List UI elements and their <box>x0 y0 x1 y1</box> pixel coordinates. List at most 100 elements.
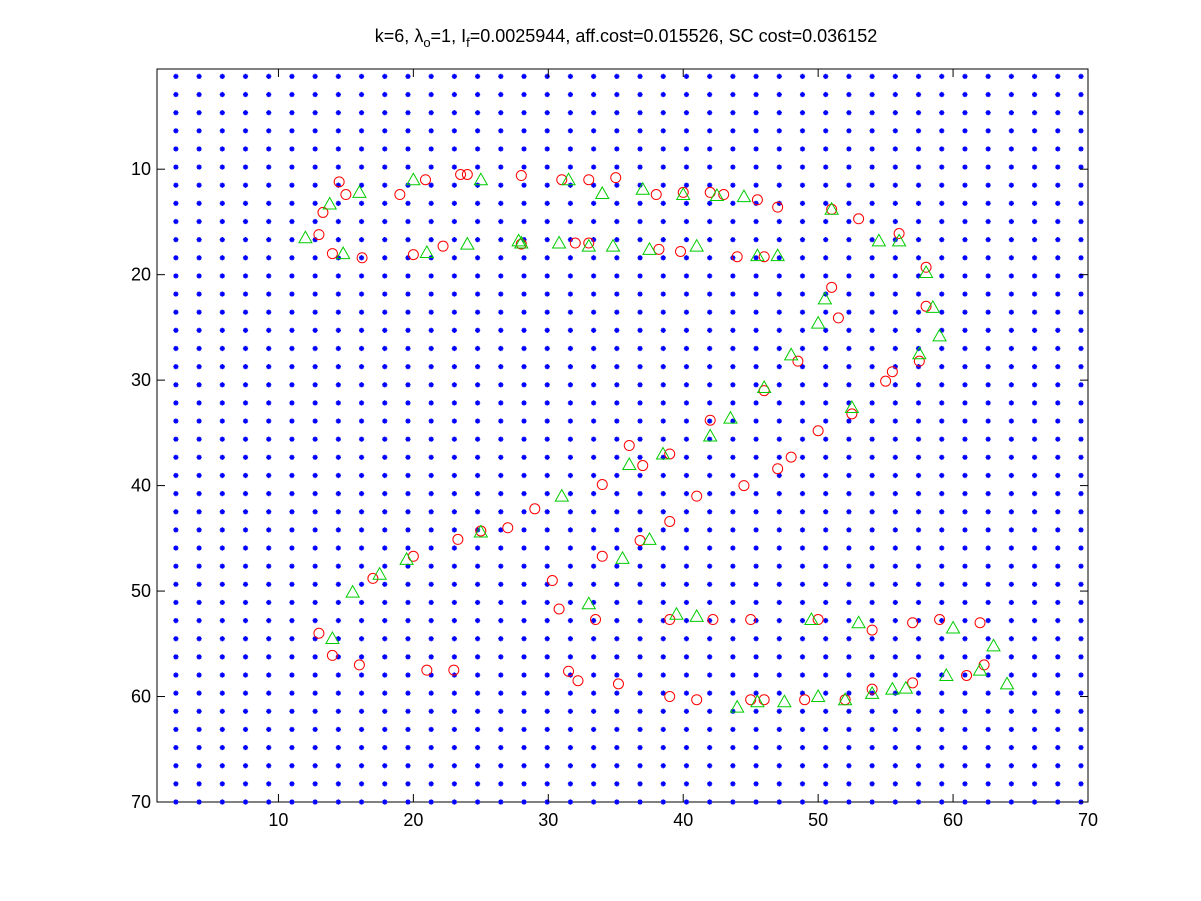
grid-point-marker <box>614 364 620 370</box>
grid-point-marker <box>1008 472 1014 479</box>
grid-point-marker <box>660 726 666 733</box>
grid-point-marker <box>869 110 875 116</box>
grid-point-marker <box>591 73 597 79</box>
grid-point-marker <box>544 726 550 733</box>
grid-point-marker <box>962 617 968 624</box>
grid-point-marker <box>1008 255 1014 261</box>
grid-point-marker <box>498 91 504 98</box>
grid-point-marker <box>660 472 666 479</box>
grid-point-marker <box>707 200 713 206</box>
grid-point-marker <box>776 218 782 225</box>
grid-point-marker <box>474 291 481 297</box>
grid-point-marker <box>266 110 272 116</box>
grid-point-marker <box>1055 218 1061 225</box>
grid-point-marker <box>660 200 666 206</box>
circle-marker <box>738 480 750 492</box>
grid-point-marker <box>823 146 829 152</box>
grid-point-marker <box>939 563 945 569</box>
grid-point-marker <box>799 799 806 805</box>
grid-point-marker <box>683 200 690 206</box>
grid-point-marker <box>637 345 643 352</box>
grid-point-marker <box>660 617 666 624</box>
grid-point-marker <box>962 327 968 333</box>
grid-point-marker <box>1031 636 1038 642</box>
grid-point-marker <box>939 164 945 170</box>
grid-point-marker <box>776 672 782 678</box>
grid-point-marker <box>312 708 318 714</box>
circle-marker <box>317 206 329 218</box>
grid-point-marker <box>707 237 713 243</box>
circle-marker <box>866 624 878 636</box>
grid-point-marker <box>1008 91 1014 98</box>
triangle-marker <box>932 328 947 342</box>
grid-point-marker <box>1078 237 1084 243</box>
grid-point-marker <box>846 563 852 569</box>
triangle-marker <box>689 608 705 622</box>
grid-point-marker <box>915 364 922 370</box>
grid-point-marker <box>730 454 736 460</box>
circle-marker <box>974 617 986 629</box>
triangle-marker <box>459 236 475 250</box>
grid-point-marker <box>591 146 597 152</box>
grid-point-marker <box>196 454 202 460</box>
grid-point-marker <box>660 291 666 297</box>
grid-point-marker <box>1031 182 1038 188</box>
grid-point-marker <box>591 364 597 370</box>
grid-point-marker <box>242 182 249 188</box>
grid-point-marker <box>335 472 341 479</box>
grid-point-marker <box>869 636 875 642</box>
grid-point-marker <box>776 472 782 479</box>
grid-point-marker <box>660 146 666 152</box>
grid-point-marker <box>358 91 365 98</box>
grid-point-marker <box>730 164 736 170</box>
grid-point-marker <box>962 454 968 460</box>
grid-point-marker <box>219 345 225 352</box>
grid-point-marker <box>846 91 852 98</box>
grid-point-marker <box>1055 291 1061 297</box>
grid-point-marker <box>985 436 991 442</box>
triangle-marker <box>615 550 630 564</box>
grid-point-marker <box>428 654 434 660</box>
grid-point-marker <box>358 309 365 315</box>
grid-point-marker <box>614 636 620 642</box>
grid-point-marker <box>242 146 249 152</box>
grid-point-marker <box>266 128 272 134</box>
grid-point-marker <box>915 327 922 333</box>
grid-point-marker <box>683 164 690 170</box>
grid-point-marker <box>451 345 457 352</box>
grid-point-marker <box>799 545 806 551</box>
grid-point-marker <box>312 291 318 297</box>
grid-point-marker <box>683 400 690 406</box>
grid-point-marker <box>776 237 782 243</box>
triangle-marker <box>594 185 610 199</box>
grid-point-marker <box>637 545 643 551</box>
grid-point-marker <box>219 617 225 624</box>
grid-point-marker <box>1078 527 1084 533</box>
grid-point-marker <box>382 345 388 352</box>
grid-point-marker <box>939 672 945 678</box>
grid-point-marker <box>660 364 666 370</box>
grid-point-marker <box>451 200 457 206</box>
grid-point-marker <box>289 128 295 134</box>
grid-point-marker <box>335 617 341 624</box>
grid-point-marker <box>312 617 318 624</box>
grid-point-marker <box>498 436 504 442</box>
grid-point-marker <box>451 400 457 406</box>
grid-point-marker <box>173 690 179 696</box>
grid-point-marker <box>730 436 736 442</box>
grid-point-marker <box>799 636 806 642</box>
grid-point-marker <box>521 436 527 442</box>
grid-point-marker <box>776 382 782 388</box>
grid-point-marker <box>939 309 945 315</box>
grid-point-marker <box>266 599 272 606</box>
grid-point-marker <box>382 218 388 225</box>
grid-point-marker <box>474 781 481 787</box>
grid-point-marker <box>962 436 968 442</box>
grid-point-marker <box>521 491 527 497</box>
grid-point-marker <box>1078 436 1084 442</box>
grid-point-marker <box>474 763 481 769</box>
triangle-marker <box>635 181 651 195</box>
grid-point-marker <box>428 273 434 279</box>
grid-point-marker <box>1078 291 1084 297</box>
grid-point-marker <box>776 291 782 297</box>
